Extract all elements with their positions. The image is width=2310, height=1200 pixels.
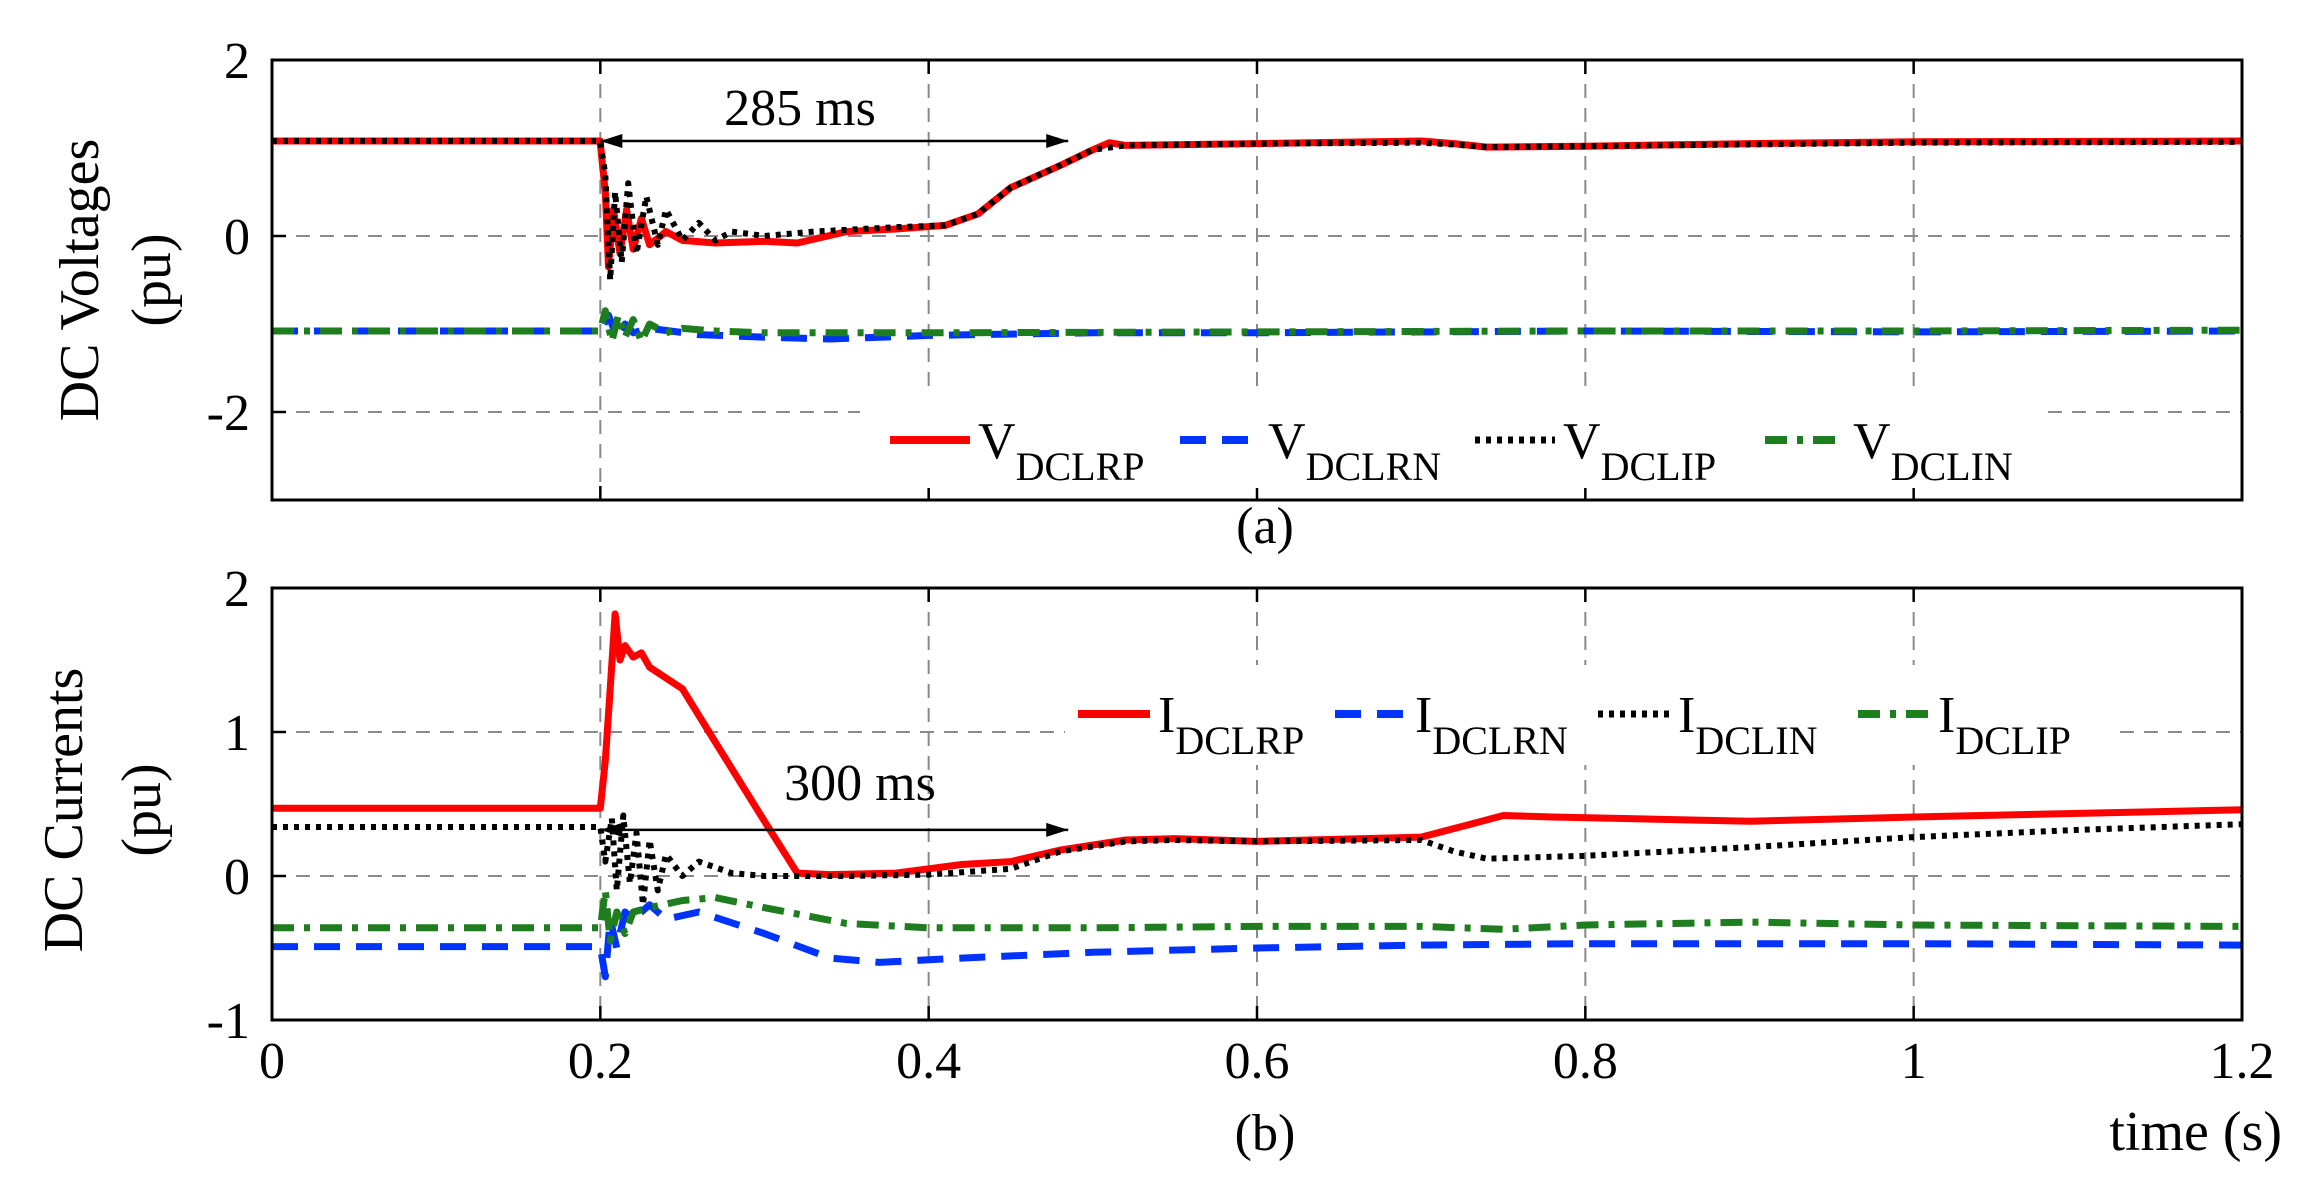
panel-b-ylabel-line2: (pu) — [111, 763, 173, 856]
panel-b-xtick-label: 0.6 — [1225, 1033, 1290, 1090]
panel-b-arrowhead-right — [1046, 823, 1068, 837]
series-line-idclrn — [272, 905, 2242, 977]
panel-a-y-ticks: -2 0 2 — [207, 33, 286, 442]
panel-b-grid — [272, 588, 2242, 1020]
panel-b-xtick-label: 0.4 — [896, 1033, 961, 1090]
panel-b-xtick-label: 1 — [1901, 1033, 1927, 1090]
panel-b-ylabel-line1: DC Currents — [33, 668, 95, 953]
panel-b-xtick-label: 0.8 — [1553, 1033, 1618, 1090]
panel-a: -2 0 2 285 ms VDCLRP VDCLRN VDCLIP VDCLIN (a)… — [49, 33, 2242, 555]
panel-b-ytick-label: 0 — [224, 849, 250, 906]
panel-a-ytick-label: -2 — [207, 385, 250, 442]
figure: -2 0 2 285 ms VDCLRP VDCLRN VDCLIP VDCLIN (a)… — [0, 0, 2310, 1200]
panel-a-ytick-label: 0 — [224, 209, 250, 266]
panel-b-xlabel: time (s) — [2109, 1101, 2282, 1163]
panel-b-duration-label: 300 ms — [784, 755, 936, 812]
panel-b-xtick-label: 1.2 — [2210, 1033, 2275, 1090]
panel-b-xtick-label: 0 — [259, 1033, 285, 1090]
panel-a-ytick-label: 2 — [224, 33, 250, 90]
panel-b-legend: IDCLRP IDCLRN IDCLIN IDCLIP — [1065, 665, 2115, 765]
panel-b-annotation: 300 ms — [600, 755, 1068, 837]
panel-a-caption: (a) — [1236, 498, 1294, 555]
panel-a-legend: VDCLRP VDCLRN VDCLIP VDCLIN — [860, 388, 2040, 489]
panel-a-ylabel-line2: (pu) — [121, 233, 183, 326]
panel-b-ytick-label: -1 — [207, 993, 250, 1050]
panel-b-xtick-label: 0.2 — [568, 1033, 633, 1090]
panel-b-caption: (b) — [1235, 1105, 1296, 1162]
panel-a-arrowhead-right — [1046, 134, 1068, 148]
panel-a-duration-label: 285 ms — [724, 80, 876, 137]
panel-b-ytick-label: 1 — [224, 705, 250, 762]
panel-a-ylabel-line1: DC Voltages — [49, 139, 111, 422]
panel-a-annotation: 285 ms — [600, 80, 1068, 148]
panel-b-ytick-label: 2 — [224, 561, 250, 618]
